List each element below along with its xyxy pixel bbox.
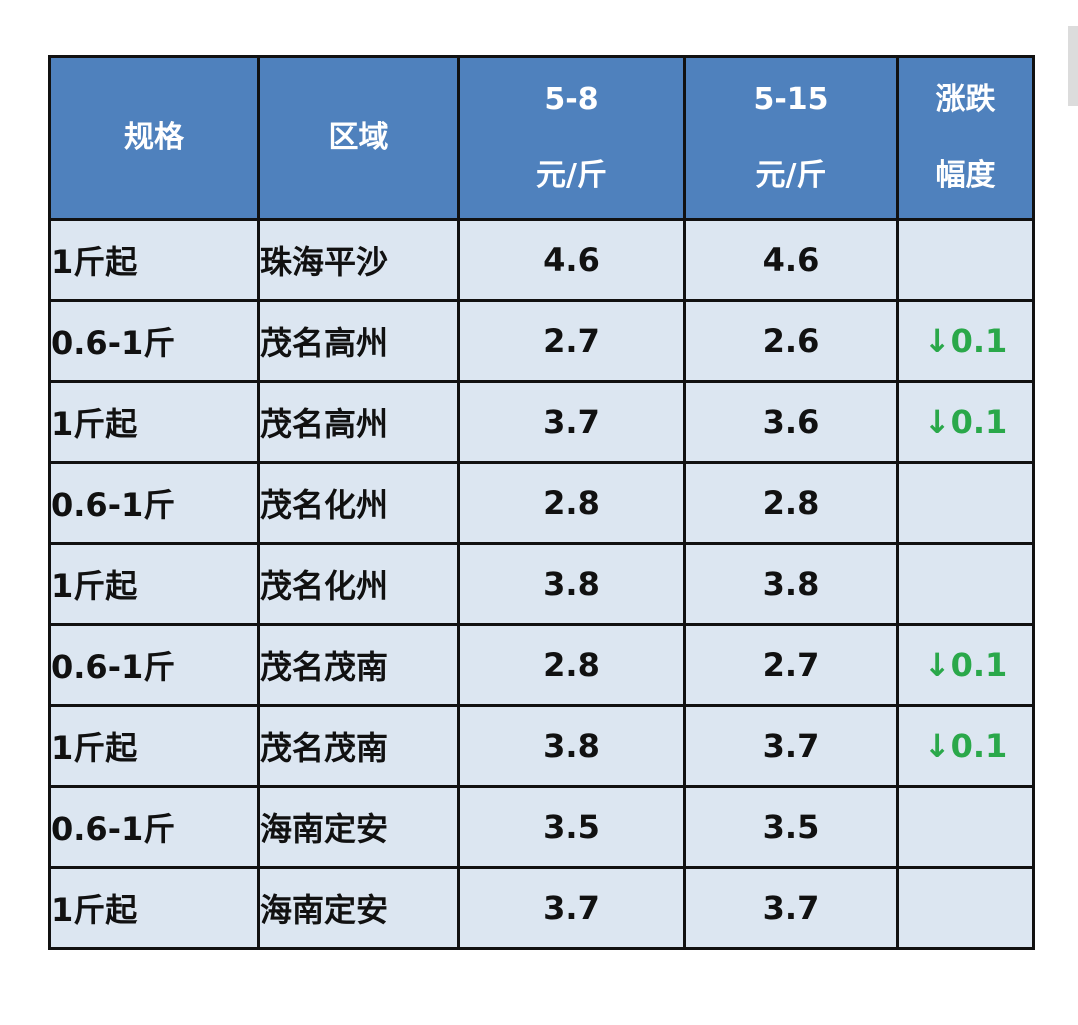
cell-change: ↓0.1 (896, 299, 1035, 383)
cell-spec: 1斤起 (48, 866, 260, 950)
cell-spec: 1斤起 (48, 218, 260, 302)
cell-region: 茂名化州 (257, 461, 460, 545)
table-row: 1斤起 茂名高州 3.7 3.6 ↓0.1 (48, 380, 1035, 464)
cell-price-date2: 3.7 (683, 866, 899, 950)
cell-spec: 1斤起 (48, 542, 260, 626)
header-date: 5-15 (753, 82, 829, 117)
cell-price-date2: 4.6 (683, 218, 899, 302)
cell-price-date2: 3.6 (683, 380, 899, 464)
table-header: 规格 区域 5-8 元/斤 5-15 元/斤 涨跌 幅度 (48, 55, 1035, 221)
cell-change: ↓0.1 (896, 380, 1035, 464)
table-row: 1斤起 茂名化州 3.8 3.8 (48, 542, 1035, 626)
header-region: 区域 (257, 55, 460, 221)
cell-spec: 1斤起 (48, 380, 260, 464)
cell-price-date2: 2.6 (683, 299, 899, 383)
cell-price-date1: 3.8 (457, 542, 686, 626)
cell-price-date1: 3.7 (457, 380, 686, 464)
cell-change (896, 542, 1035, 626)
cell-price-date1: 3.5 (457, 785, 686, 869)
table-row: 0.6-1斤 茂名化州 2.8 2.8 (48, 461, 1035, 545)
cell-price-date2: 3.7 (683, 704, 899, 788)
cell-region: 茂名化州 (257, 542, 460, 626)
scrollbar-thumb[interactable] (1068, 26, 1078, 106)
cell-region: 茂名高州 (257, 380, 460, 464)
cell-price-date1: 4.6 (457, 218, 686, 302)
cell-price-date2: 3.5 (683, 785, 899, 869)
table-row: 0.6-1斤 茂名茂南 2.8 2.7 ↓0.1 (48, 623, 1035, 707)
cell-change (896, 785, 1035, 869)
cell-spec: 0.6-1斤 (48, 623, 260, 707)
cell-spec: 1斤起 (48, 704, 260, 788)
table-row: 0.6-1斤 茂名高州 2.7 2.6 ↓0.1 (48, 299, 1035, 383)
table-body: 1斤起 珠海平沙 4.6 4.6 0.6-1斤 茂名高州 2.7 2.6 ↓0.1 1斤起 茂名高州… (48, 218, 1035, 950)
cell-spec: 0.6-1斤 (48, 461, 260, 545)
cell-region: 茂名高州 (257, 299, 460, 383)
table-row: 1斤起 海南定安 3.7 3.7 (48, 866, 1035, 950)
table-row: 1斤起 珠海平沙 4.6 4.6 (48, 218, 1035, 302)
header-change: 涨跌 幅度 (896, 55, 1035, 221)
header-price-date2: 5-15 元/斤 (683, 55, 899, 221)
cell-price-date1: 2.8 (457, 623, 686, 707)
cell-spec: 0.6-1斤 (48, 785, 260, 869)
header-change-line2: 幅度 (935, 158, 996, 193)
cell-price-date1: 3.8 (457, 704, 686, 788)
cell-change (896, 866, 1035, 950)
cell-change: ↓0.1 (896, 704, 1035, 788)
cell-region: 茂名茂南 (257, 704, 460, 788)
price-table: 规格 区域 5-8 元/斤 5-15 元/斤 涨跌 幅度 1斤起 珠海平沙 4.6 4… (48, 55, 1035, 950)
cell-region: 茂名茂南 (257, 623, 460, 707)
cell-change: ↓0.1 (896, 623, 1035, 707)
header-row: 规格 区域 5-8 元/斤 5-15 元/斤 涨跌 幅度 (48, 55, 1035, 221)
cell-price-date1: 3.7 (457, 866, 686, 950)
table-row: 1斤起 茂名茂南 3.8 3.7 ↓0.1 (48, 704, 1035, 788)
cell-price-date2: 3.8 (683, 542, 899, 626)
cell-change (896, 218, 1035, 302)
cell-change (896, 461, 1035, 545)
cell-region: 海南定安 (257, 785, 460, 869)
cell-price-date1: 2.8 (457, 461, 686, 545)
header-change-line1: 涨跌 (935, 82, 996, 117)
cell-region: 珠海平沙 (257, 218, 460, 302)
cell-spec: 0.6-1斤 (48, 299, 260, 383)
table-row: 0.6-1斤 海南定安 3.5 3.5 (48, 785, 1035, 869)
header-price-date1: 5-8 元/斤 (457, 55, 686, 221)
header-spec: 规格 (48, 55, 260, 221)
cell-price-date2: 2.7 (683, 623, 899, 707)
cell-price-date2: 2.8 (683, 461, 899, 545)
cell-region: 海南定安 (257, 866, 460, 950)
cell-price-date1: 2.7 (457, 299, 686, 383)
header-unit: 元/斤 (755, 158, 827, 193)
header-date: 5-8 (544, 82, 599, 117)
header-unit: 元/斤 (536, 158, 607, 193)
